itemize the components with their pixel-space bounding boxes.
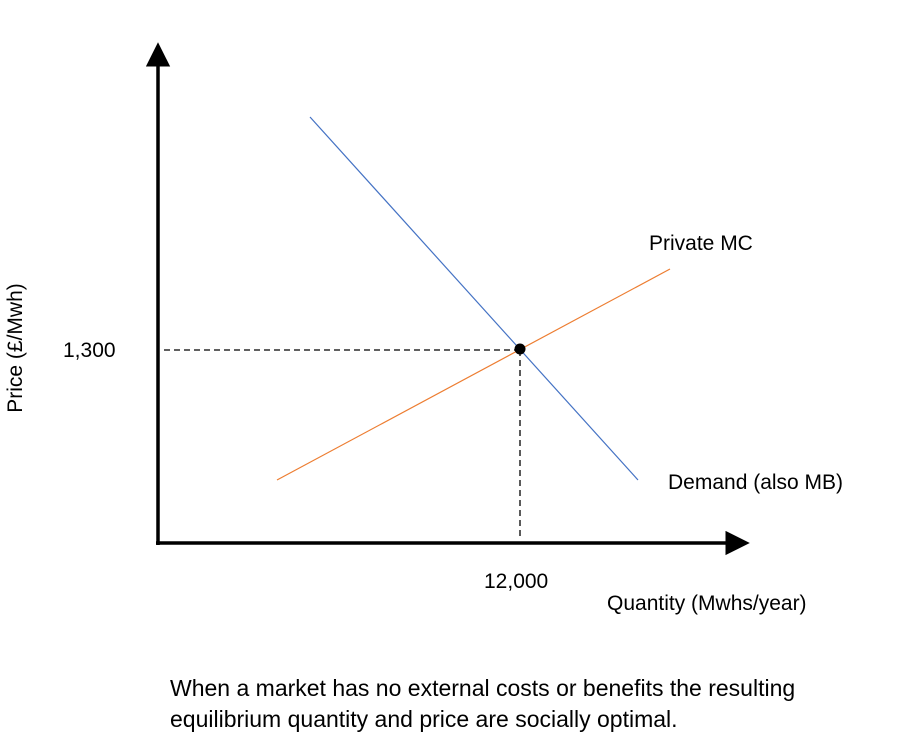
caption-line-2: equilibrium quantity and price are socia… <box>170 706 678 732</box>
series-label-demand: Demand (also MB) <box>668 471 843 494</box>
series-demand-line <box>309 116 639 481</box>
series-label-private-mc: Private MC <box>649 232 753 255</box>
caption-line-1: When a market has no external costs or b… <box>170 675 796 701</box>
y-axis-label: Price (£/Mwh) <box>4 283 27 413</box>
x-axis-label: Quantity (Mwhs/year) <box>607 592 807 615</box>
caption: When a market has no external costs or b… <box>170 673 890 735</box>
x-tick-label-equilibrium: 12,000 <box>484 570 548 593</box>
y-tick-label-equilibrium: 1,300 <box>63 339 116 362</box>
equilibrium-point <box>514 343 526 355</box>
series-private-mc-line <box>276 268 671 481</box>
